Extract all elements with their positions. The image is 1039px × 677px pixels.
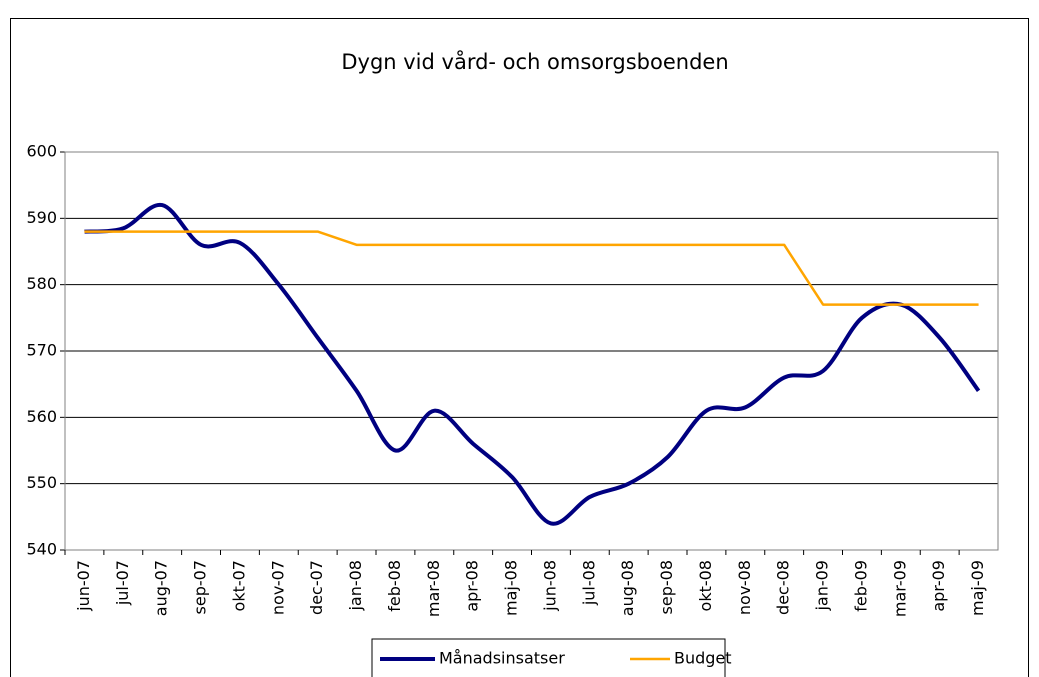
y-tick-label: 580 bbox=[26, 274, 57, 293]
y-tick-label: 540 bbox=[26, 540, 57, 559]
x-tick-label: feb-09 bbox=[851, 560, 870, 612]
x-tick-label: feb-08 bbox=[385, 560, 404, 612]
x-tick-label: sep-08 bbox=[657, 560, 676, 614]
x-tick-label: aug-07 bbox=[152, 560, 171, 616]
x-tick-label: dec-08 bbox=[774, 560, 793, 615]
x-tick-label: okt-07 bbox=[229, 560, 248, 611]
x-tick-label: apr-09 bbox=[929, 560, 948, 612]
x-tick-label: jul-08 bbox=[579, 560, 598, 606]
x-tick-label: apr-08 bbox=[463, 560, 482, 612]
x-tick-label: okt-08 bbox=[696, 560, 715, 611]
series-line bbox=[84, 203, 981, 526]
y-tick-label: 550 bbox=[26, 473, 57, 492]
legend-label: Månadsinsatser bbox=[439, 649, 565, 668]
x-tick-label: nov-08 bbox=[735, 560, 754, 615]
x-tick-label: jun-08 bbox=[540, 560, 559, 612]
y-tick-label: 570 bbox=[26, 341, 57, 360]
x-tick-label: jan-08 bbox=[346, 560, 365, 612]
y-tick-label: 600 bbox=[26, 142, 57, 161]
x-tick-label: mar-08 bbox=[424, 560, 443, 617]
legend-label: Budget bbox=[674, 649, 732, 668]
x-tick-label: nov-07 bbox=[268, 560, 287, 615]
x-tick-label: maj-09 bbox=[968, 560, 987, 616]
chart-frame bbox=[10, 18, 1029, 677]
x-tick-label: jun-07 bbox=[74, 560, 93, 612]
y-tick-label: 590 bbox=[26, 208, 57, 227]
x-tick-label: jan-09 bbox=[813, 560, 832, 612]
x-tick-label: aug-08 bbox=[618, 560, 637, 616]
x-tick-label: mar-09 bbox=[890, 560, 909, 617]
y-tick-label: 560 bbox=[26, 407, 57, 426]
x-tick-label: maj-08 bbox=[502, 560, 521, 616]
series-line bbox=[84, 230, 979, 306]
x-tick-label: dec-07 bbox=[307, 560, 326, 615]
x-tick-label: sep-07 bbox=[191, 560, 210, 614]
chart-title: Dygn vid vård- och omsorgsboenden bbox=[341, 49, 728, 74]
x-tick-label: jul-07 bbox=[113, 560, 132, 606]
